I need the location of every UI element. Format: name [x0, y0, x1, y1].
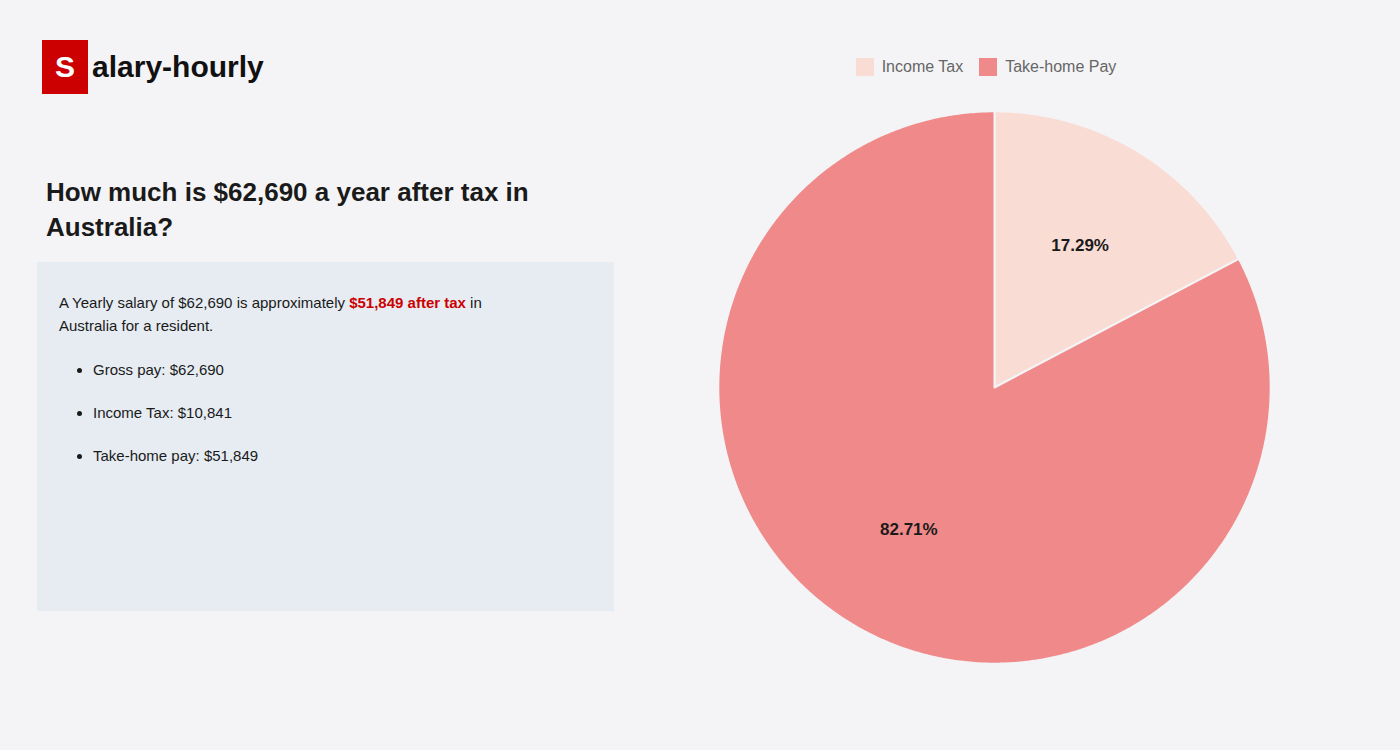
html-text:Take-home Pay: Take-home Pay — [1005, 57, 1117, 75]
svg-text:17.29%: 17.29% — [1051, 236, 1109, 255]
html-text:S: S — [55, 50, 75, 83]
html-text:Take-home pay: $51,849: Take-home pay: $51,849 — [93, 447, 259, 464]
html-text:Gross pay: $62,690: Gross pay: $62,690 — [93, 361, 224, 378]
svg-text:82.71%: 82.71% — [880, 520, 938, 539]
html-text:How much is $62,690 a year aft: How much is $62,690 a year after tax in … — [46, 177, 529, 243]
html-text:alary-hourly: alary-hourly — [92, 50, 264, 83]
html-text:Income Tax: Income Tax — [881, 57, 964, 75]
html-text:A Yearly salary of $62,690 is: A Yearly salary of $62,690 is approximat… — [59, 294, 482, 311]
html-text:Australia for a resident.: Australia for a resident. — [59, 316, 214, 334]
html-text:Income Tax: $10,841: Income Tax: $10,841 — [93, 404, 232, 421]
